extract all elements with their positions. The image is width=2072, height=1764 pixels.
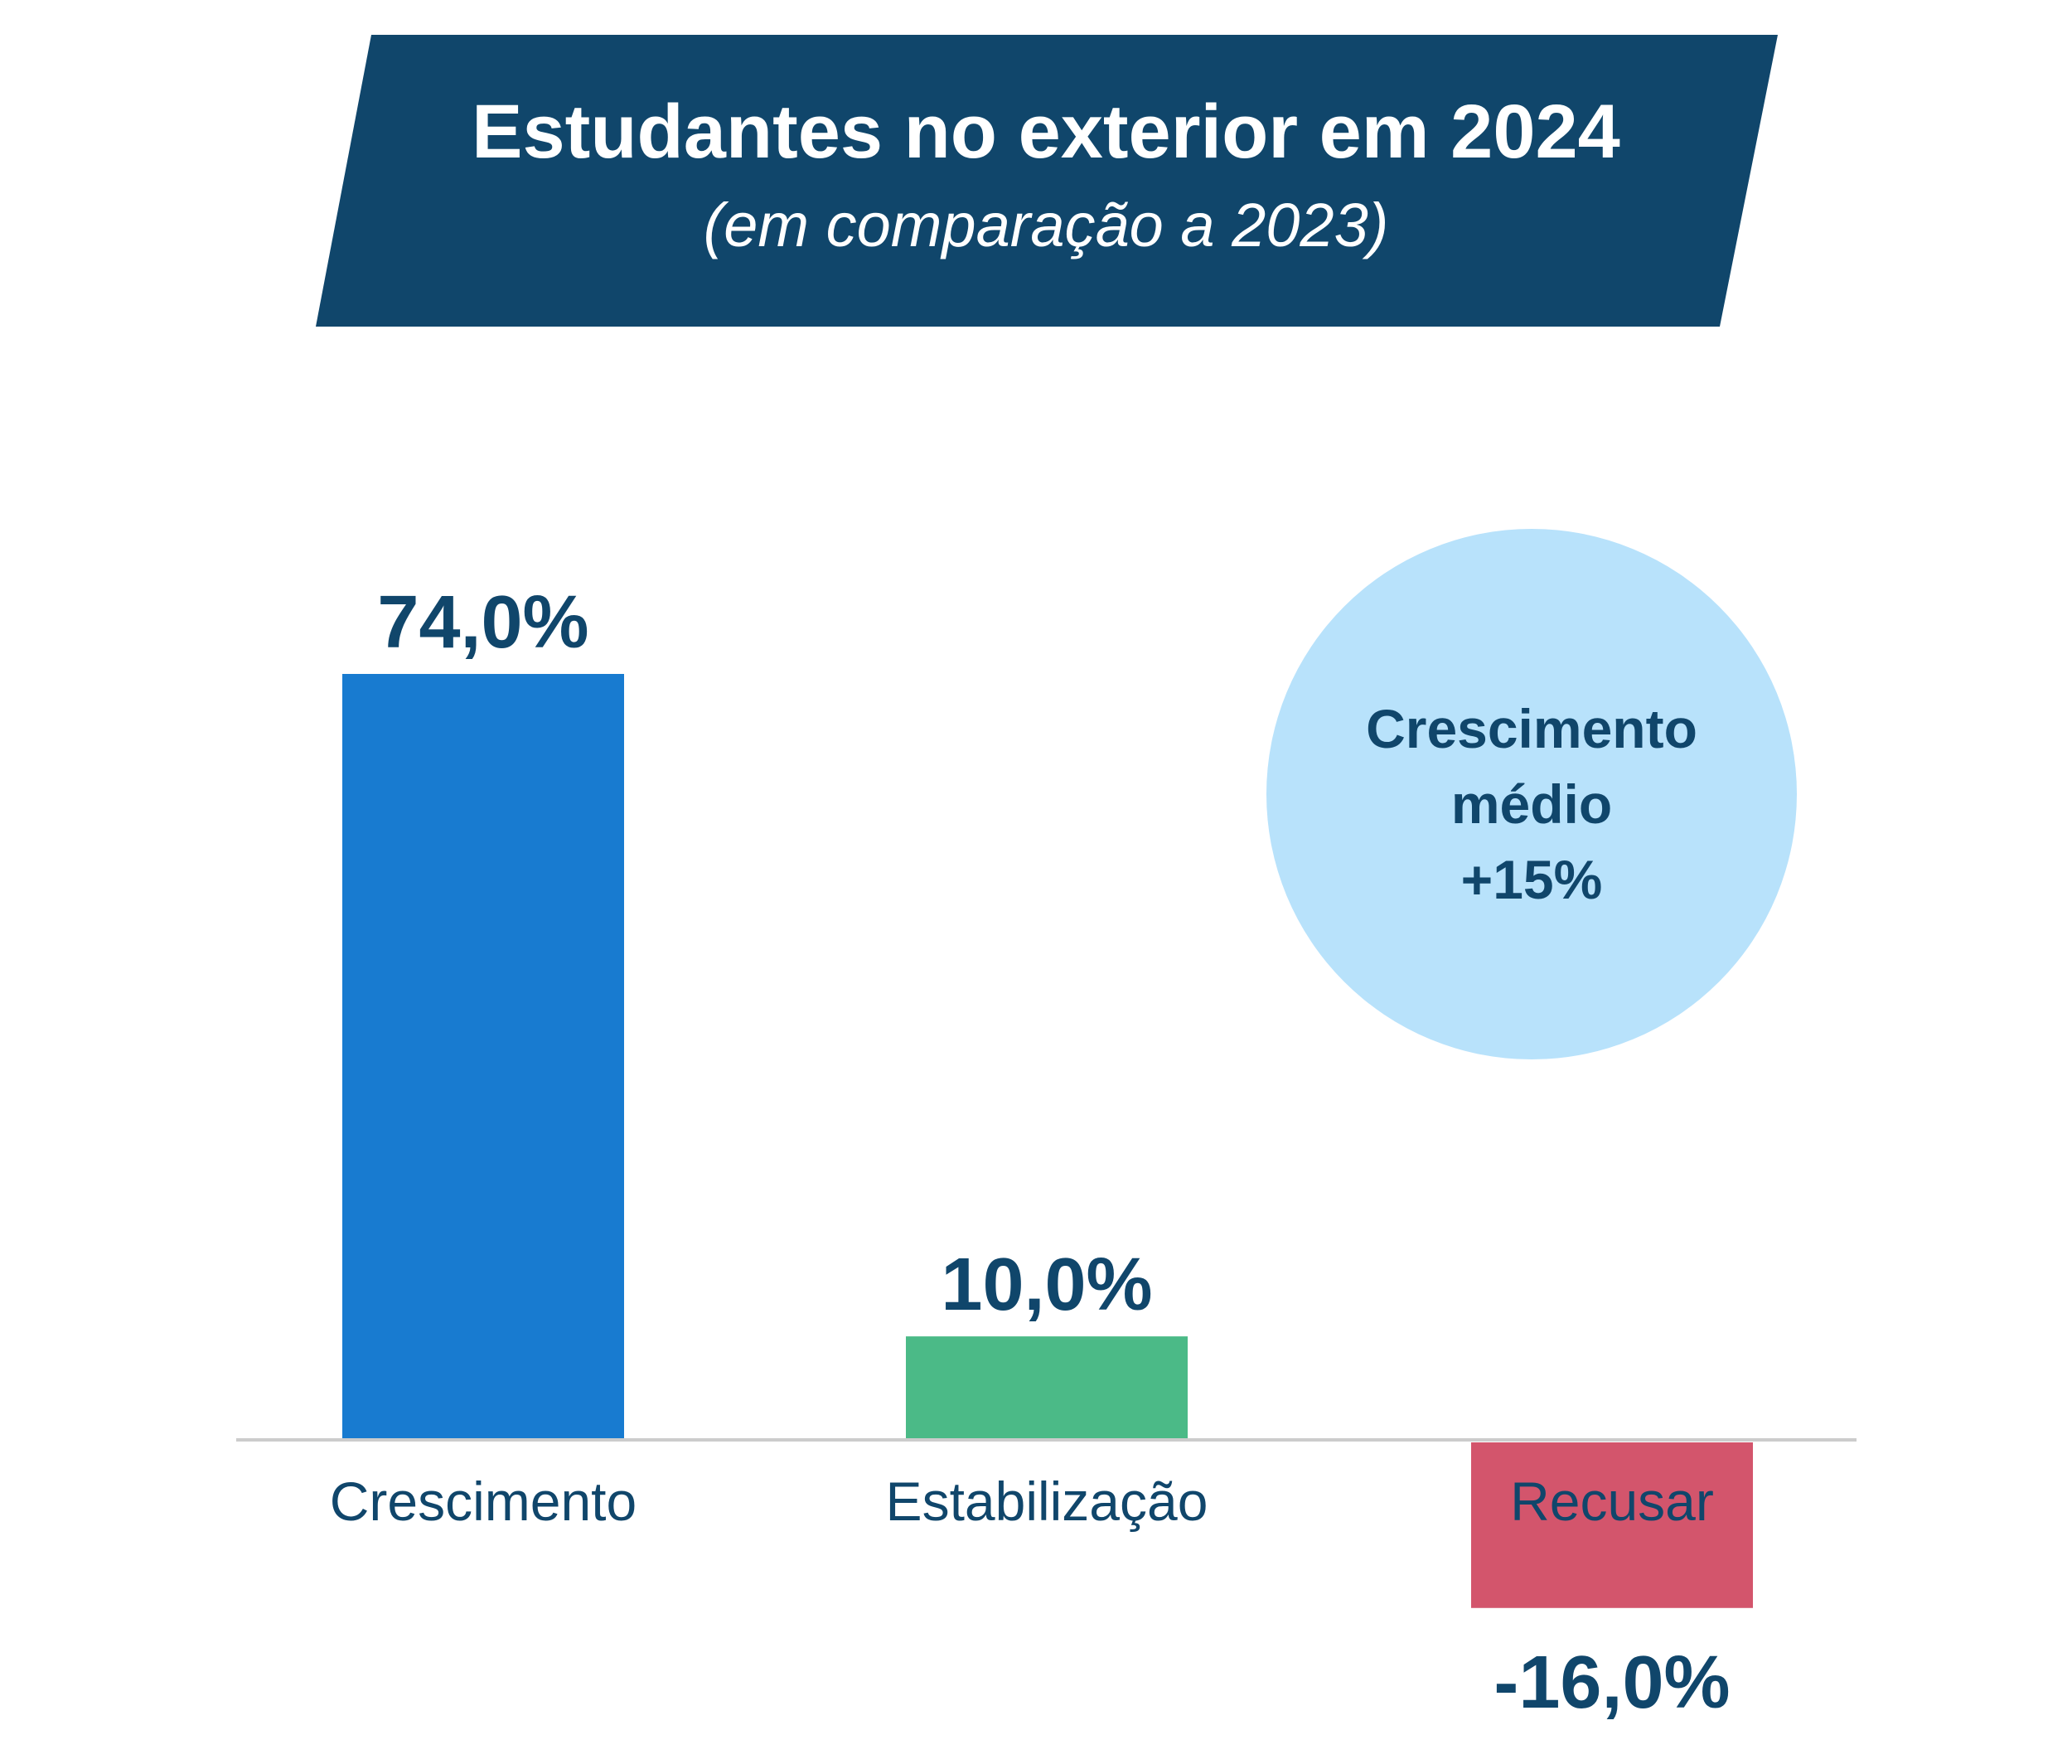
bar-crescimento (342, 674, 624, 1440)
category-label-recusar: Recusar (1510, 1471, 1714, 1532)
header-background (316, 35, 1778, 327)
average-growth-callout: Crescimento médio +15% (1266, 529, 1797, 1059)
chart-subtitle: (em comparação a 2023) (704, 191, 1389, 259)
header-banner: Estudantes no exterior em 2024 (em compa… (316, 35, 1778, 327)
category-labels: Crescimento Estabilização Recusar (330, 1471, 1714, 1532)
callout-line-3: +15% (1461, 849, 1603, 910)
category-label-crescimento: Crescimento (330, 1471, 637, 1532)
bars (342, 674, 1753, 1608)
bar-estabilizacao (906, 1336, 1188, 1440)
callout-line-2: médio (1451, 773, 1612, 835)
category-label-estabilizacao: Estabilização (886, 1471, 1208, 1532)
value-label-crescimento: 74,0% (377, 581, 588, 664)
callout-circle (1266, 529, 1797, 1059)
value-labels: 74,0% 10,0% -16,0% (377, 581, 1730, 1724)
value-label-recusar: -16,0% (1493, 1641, 1730, 1724)
callout-line-1: Crescimento (1366, 698, 1697, 759)
bar-recusar (1471, 1442, 1753, 1608)
chart-title: Estudantes no exterior em 2024 (472, 90, 1620, 174)
value-label-estabilizacao: 10,0% (941, 1243, 1152, 1326)
